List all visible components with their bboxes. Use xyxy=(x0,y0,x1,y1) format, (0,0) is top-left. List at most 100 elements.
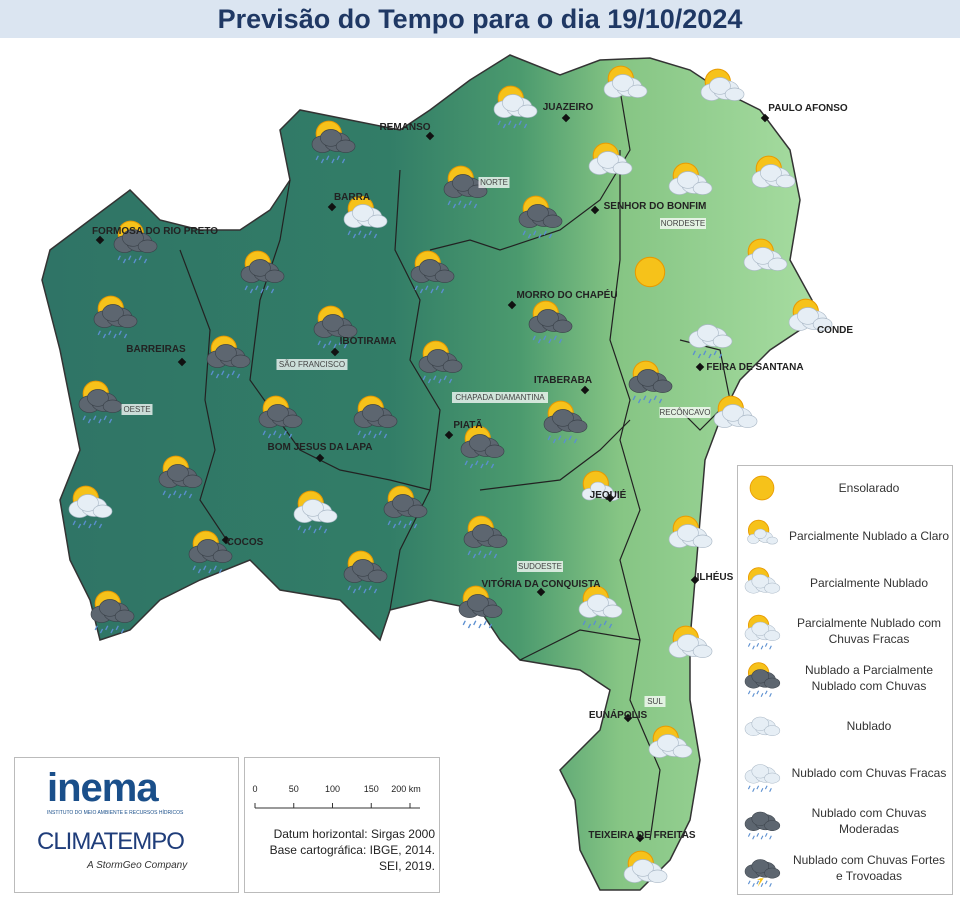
cloud xyxy=(767,257,788,271)
rain-drop xyxy=(760,883,764,887)
rain-drop xyxy=(468,200,472,206)
cloud xyxy=(764,630,781,641)
inema-sub: INSTITUTO DO MEIO AMBIENTE E RECURSOS HÍ… xyxy=(47,810,184,816)
cloud xyxy=(442,359,463,373)
rain-drop xyxy=(538,233,542,239)
weather-icon xyxy=(78,380,123,424)
cloud xyxy=(760,164,782,182)
city-label: BARRA xyxy=(334,192,370,203)
rain-drop xyxy=(469,463,474,469)
region-box xyxy=(478,177,510,188)
cloud xyxy=(419,259,441,277)
rain-drop xyxy=(452,203,457,209)
weather-icon xyxy=(581,470,620,502)
rain-drop xyxy=(488,623,493,629)
cloud xyxy=(552,409,574,427)
cloud xyxy=(467,594,489,612)
city-marker xyxy=(425,131,435,141)
cloud xyxy=(92,504,113,518)
rain-drop xyxy=(764,690,768,695)
cloud xyxy=(751,811,770,826)
rain-drop xyxy=(398,520,402,526)
rain-drop xyxy=(483,620,487,626)
rain-drop xyxy=(548,338,552,344)
rain-drop xyxy=(178,493,182,499)
rain-drop xyxy=(658,398,663,404)
cloud xyxy=(102,399,123,413)
weather-icon xyxy=(668,625,713,658)
rain-drop xyxy=(210,370,214,376)
cloud xyxy=(652,379,673,393)
rain-drop xyxy=(752,645,755,650)
rain-drop xyxy=(403,523,407,529)
legend-entry: Parcialmente Nublado xyxy=(809,576,929,590)
weather-icon xyxy=(603,65,648,98)
rain-drop xyxy=(522,230,526,236)
cloud xyxy=(751,669,770,684)
city-marker xyxy=(605,493,615,503)
region-label: OESTE xyxy=(123,405,150,414)
rain-drop xyxy=(97,330,101,336)
scale-label: 50 xyxy=(289,784,299,794)
credit-line: Base cartográfica: IBGE, 2014. xyxy=(269,843,435,857)
city-marker xyxy=(623,713,633,723)
rain-drop xyxy=(288,433,293,439)
cloud xyxy=(117,314,138,328)
cloud xyxy=(724,87,745,101)
cloud xyxy=(484,444,505,458)
cloud xyxy=(751,621,770,636)
rain-drop xyxy=(226,373,230,379)
cloud xyxy=(612,161,633,175)
cloud xyxy=(282,414,303,428)
rain-drop xyxy=(756,833,760,837)
rain-drop xyxy=(317,340,321,346)
legend-entry: Parcialmente Nublado a Claro xyxy=(788,528,950,543)
rain-drop xyxy=(462,620,466,626)
cloud xyxy=(567,419,588,433)
weather-icon xyxy=(668,162,713,195)
rain-drop xyxy=(752,883,755,887)
cloud xyxy=(317,509,338,523)
weather-icon xyxy=(188,530,233,574)
rain-drop xyxy=(430,288,434,294)
rain-drop xyxy=(463,203,467,209)
weather-icon xyxy=(744,764,781,792)
cloud xyxy=(677,524,699,542)
rain-drop xyxy=(249,288,254,294)
city-marker xyxy=(330,347,340,357)
weather-icon xyxy=(410,250,455,294)
cloud xyxy=(467,184,488,198)
rain-drop xyxy=(425,285,429,291)
weather-icon xyxy=(751,155,796,188)
weather-icon xyxy=(311,120,356,164)
legend-entry: Ensolarado xyxy=(838,481,900,495)
city-marker xyxy=(507,300,517,310)
rain-drop xyxy=(558,435,562,441)
weather-icon xyxy=(68,485,113,529)
rain-drop xyxy=(255,285,259,291)
cloud xyxy=(602,604,623,618)
rain-drop xyxy=(467,623,472,629)
rain-drop xyxy=(756,785,760,790)
rain-drop xyxy=(527,233,532,239)
cloud xyxy=(764,582,781,594)
rain-drop xyxy=(443,375,447,381)
rain-drop xyxy=(518,120,522,126)
rain-drop xyxy=(760,835,764,840)
cloud xyxy=(137,239,158,253)
cloud xyxy=(587,594,609,612)
cloud xyxy=(392,494,414,512)
weather-icon xyxy=(528,300,573,344)
weather-icon xyxy=(744,716,781,736)
rain-drop xyxy=(358,230,362,236)
rain-drop xyxy=(98,523,103,529)
weather-icon xyxy=(743,238,788,271)
rain-drop xyxy=(490,463,495,469)
rain-drop xyxy=(315,155,319,161)
rain-drop xyxy=(283,430,287,436)
city-marker xyxy=(695,362,705,372)
rain-drop xyxy=(653,395,657,401)
rain-drop xyxy=(94,625,98,631)
cloud xyxy=(766,536,778,545)
rain-drop xyxy=(117,255,121,261)
